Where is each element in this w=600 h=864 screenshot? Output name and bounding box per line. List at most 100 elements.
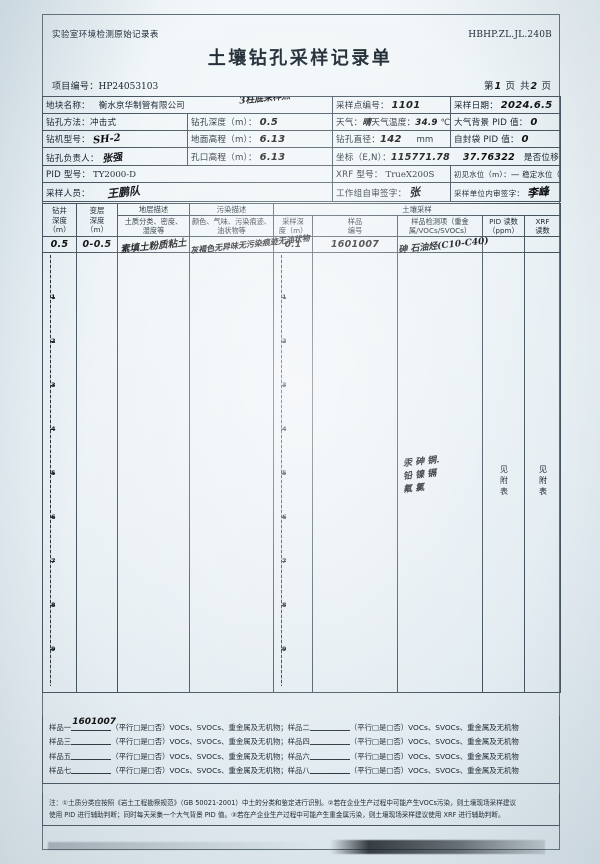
drill-depth-label: 钻孔深度（m）： — [191, 118, 257, 128]
sample-1-input[interactable]: 1601007 — [71, 717, 116, 731]
coordinate-east: 115771.78 — [390, 151, 451, 163]
unit-signature-cell: 采样单位内审签字： 李峰 — [450, 182, 562, 202]
sample-date-value: 2024.6.5 — [500, 100, 553, 111]
note-line-1: 注：①土质分类应按照《岩土工程勘察规范》（GB 50021-2001）中土的分类… — [49, 799, 517, 807]
bag-pid-cell: 自封袋 PID 值： 0 — [450, 130, 562, 148]
info-row-rig: 钻机型号： SH-2 地面高程（m）： 6.13 钻孔直径：142 mm 自封袋… — [42, 130, 562, 148]
coordinate-north: 37.76322 — [462, 151, 516, 163]
pid-model-value: TY2000-D — [92, 170, 137, 180]
rig-model-label: 钻机型号： — [46, 135, 90, 145]
weather-cell: 天气：晴天气温度：34.9 ℃ — [332, 113, 452, 131]
info-table: 地块名称： 衡水京华制管有限公司 3柱底采样点 采样点编号： 1101 采样日期… — [41, 96, 562, 202]
group-signature-cell: 工作组自审签字： 张 — [332, 182, 452, 202]
info-row-instruments: PID 型号： TY2000-D XRF 型号： TrueX200S 初见水位（… — [41, 165, 562, 183]
col-sample-no-header: 样品 编号 — [312, 215, 398, 238]
cell-sample-no-body — [312, 252, 398, 694]
site-name-value: 衡水京华制管有限公司 — [98, 101, 185, 111]
info-row-coords: 钻孔负责人： 张强 孔口高程（m）： 6.13 坐标（E,N）：115771.7… — [42, 147, 562, 166]
sample-point-value: 1101 — [391, 100, 421, 111]
hole-diameter-value: 142 — [380, 134, 402, 145]
coordinates-cell: 坐标（E,N）：115771.78 37.76322 是否位移：是□否 — [332, 147, 562, 166]
displacement-label: 是否位移：是□否 — [523, 152, 560, 163]
col-strata-group-header: 地层描述 — [117, 202, 190, 217]
col-xrf-reading-header: XRF 读数 — [523, 215, 562, 238]
sampler-label: 采样人员： — [46, 189, 90, 199]
table-row-entry: 0.5 0-0.5 素填土粉质粘土 灰褐色无异味无污染痕迹无油状物 0.1 16… — [42, 233, 562, 256]
cell-drill-depth: 0.5 — [42, 236, 77, 254]
weather-label: 天气： — [336, 118, 363, 128]
pid-model-cell: PID 型号： TY2000-D — [41, 165, 334, 183]
drill-depth-ruler: 1 2 3 4 5 6 7 8 9 — [44, 253, 58, 692]
sample-point-label: 采样点编号： — [336, 101, 389, 111]
table-body-row: 1 2 3 4 5 6 7 8 9 — [42, 252, 562, 694]
first-water-level-value: — — [510, 169, 520, 180]
sample-6-input[interactable] — [309, 751, 350, 760]
temperature-label: 天气温度： — [371, 118, 416, 128]
sample-7-input[interactable] — [71, 765, 112, 775]
sample-2-input[interactable] — [309, 722, 350, 731]
xrf-model-label: XRF 型号： — [336, 170, 383, 180]
xrf-model-value: TrueX200S — [385, 170, 435, 180]
temperature-value: 34.9 — [415, 118, 438, 128]
rig-model-value: SH-2 — [92, 132, 121, 147]
cell-sample-depth-ruler: 1 2 3 4 5 6 7 8 9 — [273, 252, 313, 694]
hole-diameter-label: 钻孔直径： — [336, 135, 380, 145]
site-scribble-note: 3柱底采样点 — [238, 96, 291, 107]
drill-supervisor-label: 钻孔负责人： — [46, 154, 99, 164]
drill-depth-value: 0.5 — [259, 117, 279, 128]
first-water-level-label: 初见水位（m）： — [454, 169, 511, 179]
cell-xrf-reading — [523, 236, 562, 254]
cell-layer-depth: 0-0.5 — [76, 236, 118, 254]
sampler-cell: 采样人员： 王鹏队 — [41, 182, 334, 202]
rig-model-cell: 钻机型号： SH-2 — [42, 130, 188, 148]
drill-method-cell: 钻孔方法：冲击式 — [42, 113, 188, 131]
sample-5-input[interactable] — [71, 751, 112, 760]
cell-layer-depth-body — [76, 252, 118, 694]
sample-line-3: 样品五 （平行□是□否）VOCs、SVOCs、重金属及无机物；样品六 （平行□是□否… — [49, 751, 519, 761]
cell-pollution-desc: 灰褐色无异味无污染痕迹无油状物 — [189, 233, 311, 256]
sampling-grid-table: 钻井 深度 （m） 变层 深度 （m） 地层描述 污染描述 土壤采样 土质分类、… — [42, 202, 562, 694]
drill-depth-cell: 钻孔深度（m）： 0.5 — [186, 113, 334, 131]
drill-supervisor-cell: 钻孔负责人： 张强 — [42, 147, 188, 166]
info-row-site: 地块名称： 衡水京华制管有限公司 3柱底采样点 采样点编号： 1101 采样日期… — [41, 96, 562, 114]
sample-4-input[interactable] — [309, 736, 350, 746]
pid-model-label: PID 型号： — [46, 170, 91, 180]
unit-signature-label: 采样单位内审签字： — [454, 189, 525, 198]
pid-see-attachment: 见附表 — [499, 465, 509, 499]
col-pollution-desc-header: 颜色、气味、污染痕迹、 油状物等 — [189, 215, 274, 238]
cell-drill-depth-ruler: 1 2 3 4 5 6 7 8 9 — [42, 252, 77, 694]
sample-8-input[interactable] — [309, 765, 350, 775]
sampler-signature: 王鹏队 — [106, 184, 141, 201]
info-row-signatures: 采样人员： 王鹏队 工作组自审签字： 张 采样单位内审签字： 李峰 — [41, 182, 562, 202]
cell-sample-no: 1601007 — [312, 236, 398, 254]
sample-line-4: 样品七 （平行□是□否）VOCs、SVOCs、重金属及无机物；样品八 （平行□是□否… — [49, 765, 519, 776]
col-pid-reading-header: PID 读数 （ppm） — [482, 215, 525, 238]
xrf-model-cell: XRF 型号： TrueX200S — [332, 165, 452, 183]
cell-pollution-desc-body — [189, 252, 274, 694]
col-soil-sampling-group-header: 土壤采样 — [272, 202, 562, 217]
sample-declaration-block: 样品一 1601007 （平行□是□否）VOCs、SVOCs、重金属及无机物；样品二… — [42, 716, 560, 784]
hole-mouth-elevation-label: 孔口高程（m）： — [191, 152, 257, 163]
drill-supervisor-value: 张强 — [101, 151, 123, 166]
temperature-unit: ℃ — [440, 118, 451, 128]
sample-3-input[interactable] — [71, 736, 112, 746]
col-pollution-group-header: 污染描述 — [189, 202, 274, 217]
test-items-handwriting: 汞 砷 铜. 铅 镍 镉 氟 氯 — [402, 455, 440, 496]
unit-signature-value: 李峰 — [526, 184, 550, 201]
hole-mouth-elevation-cell: 孔口高程（m）： 6.13 — [186, 147, 334, 166]
cell-strata-desc: 素填土粉质粘土 — [117, 236, 190, 255]
col-drill-depth-header: 钻井 深度 （m） — [42, 202, 77, 238]
grid-header-row-1: 钻井 深度 （m） 变层 深度 （m） 地层描述 污染描述 土壤采样 — [42, 202, 562, 238]
hole-diameter-cell: 钻孔直径：142 mm — [332, 130, 452, 148]
col-layer-depth-header: 变层 深度 （m） — [76, 202, 118, 238]
scan-smudge-right — [330, 840, 545, 854]
xrf-see-attachment: 见附表 — [538, 465, 548, 499]
ground-elevation-label: 地面高程（m）： — [191, 135, 257, 145]
sample-point-cell: 采样点编号： 1101 — [332, 96, 452, 114]
cell-strata-desc-body — [117, 252, 190, 694]
sample-line-2: 样品三 （平行□是□否）VOCs、SVOCs、重金属及无机物；样品四 （平行□是□否… — [49, 736, 519, 747]
cell-xrf-reading-body: 见附表 — [523, 252, 562, 694]
cell-test-items-body: 汞 砷 铜. 铅 镍 镉 氟 氯 — [397, 252, 483, 694]
hole-mouth-elevation-value: 6.13 — [259, 151, 286, 163]
